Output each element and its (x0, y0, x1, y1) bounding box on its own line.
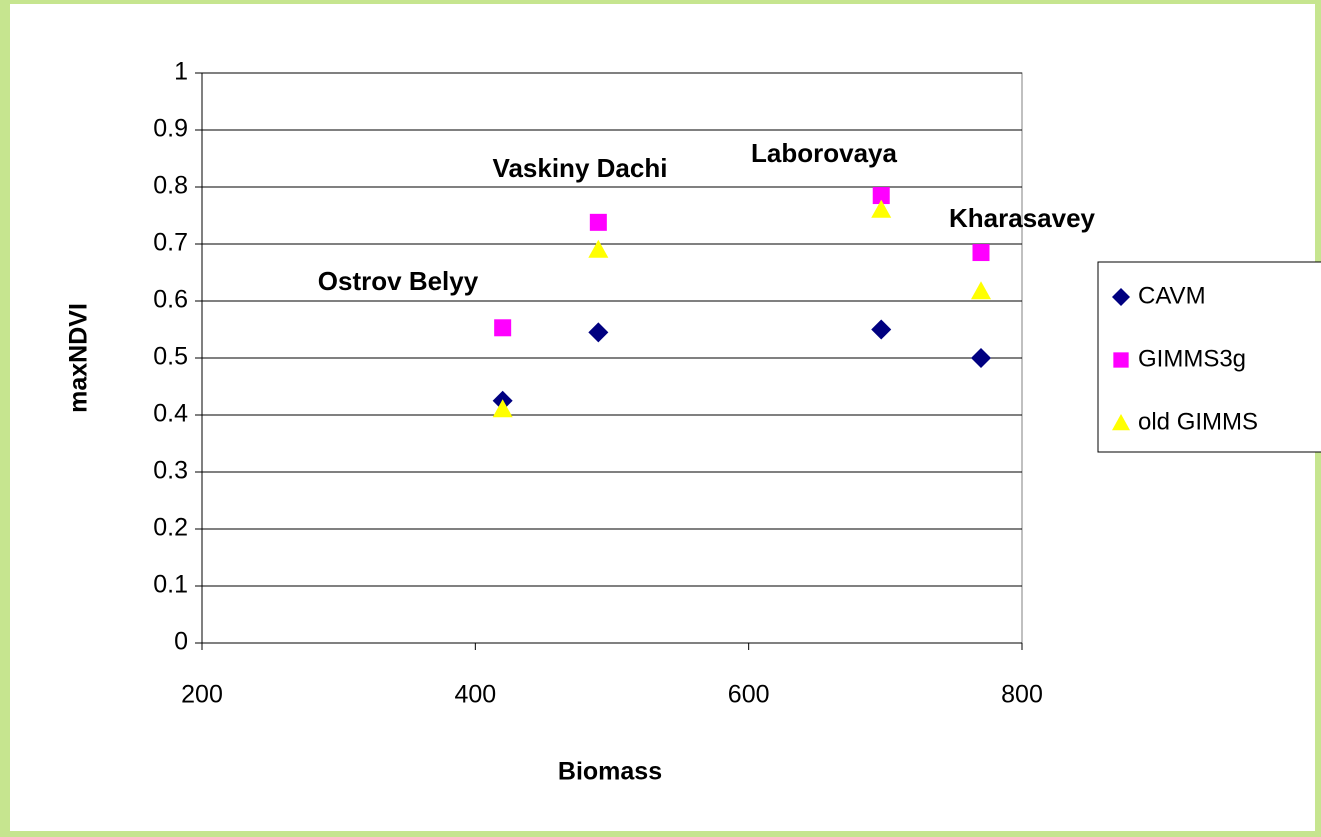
y-tick-label: 0.3 (153, 457, 188, 485)
x-tick-label: 200 (181, 681, 223, 709)
x-tick-label: 400 (454, 681, 496, 709)
y-tick-label: 0.8 (153, 172, 188, 200)
point (871, 319, 892, 340)
x-tick-label: 800 (1001, 681, 1043, 709)
legend-label: GIMMS3g (1138, 345, 1246, 372)
y-axis-title: maxNDVI (65, 303, 93, 413)
legend-marker (1112, 414, 1130, 431)
point (588, 239, 609, 258)
legend-marker (1112, 288, 1130, 306)
y-tick-label: 0.6 (153, 286, 188, 314)
annotation: Vaskiny Dachi (493, 153, 668, 183)
annotation: Laborovaya (751, 138, 897, 168)
y-tick-label: 1 (174, 58, 188, 86)
annotation: Ostrov Belyy (318, 266, 479, 296)
y-tick-label: 0 (174, 628, 188, 656)
point (971, 348, 991, 368)
point (588, 322, 609, 343)
legend-box (1097, 261, 1321, 453)
y-tick-label: 0.7 (153, 229, 188, 257)
x-axis-title: Biomass (558, 758, 662, 786)
point (871, 199, 892, 218)
annotation: Kharasavey (949, 203, 1096, 233)
y-tick-label: 0.2 (153, 514, 188, 542)
y-tick-label: 0.4 (153, 400, 188, 428)
y-tick-label: 0.9 (153, 115, 188, 143)
legend-label: CAVM (1138, 282, 1206, 309)
point (971, 281, 991, 300)
x-tick-label: 600 (728, 681, 770, 709)
y-tick-label: 0.5 (153, 343, 188, 371)
y-tick-label: 0.1 (153, 571, 188, 599)
legend-marker (1113, 352, 1129, 368)
point (972, 244, 990, 262)
point (589, 213, 607, 231)
legend-label: old GIMMS (1138, 408, 1258, 435)
point (492, 399, 513, 418)
point (872, 187, 890, 205)
point (494, 319, 512, 337)
